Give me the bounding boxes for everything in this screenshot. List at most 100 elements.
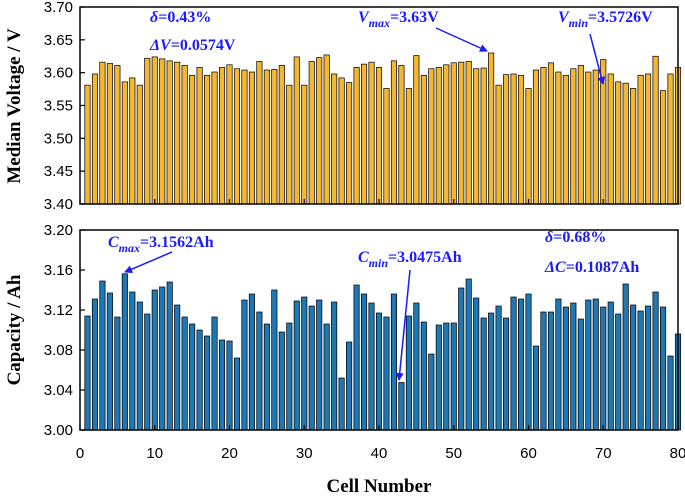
voltage-bar-19	[218, 67, 226, 205]
capacity-bar-60	[525, 293, 532, 431]
voltage-bar-33	[323, 54, 330, 205]
voltage-bar-50	[450, 62, 457, 205]
capacity-bar-25	[263, 323, 270, 431]
capacity-bar-58	[510, 296, 517, 431]
voltage-bar-6	[121, 81, 128, 205]
x-axis-title: Cell Number	[326, 476, 432, 497]
capacity-bar-26	[271, 289, 278, 431]
capacity-bar-55	[488, 312, 495, 431]
capacity-bar-12	[166, 281, 173, 431]
x-tick-label: 0	[76, 445, 84, 462]
capacity-y-tick-label: 3.04	[44, 382, 73, 399]
capacity-bar-77	[652, 291, 659, 431]
voltage-bar-63	[547, 62, 554, 205]
voltage-bar-52	[465, 61, 472, 205]
voltage-bar-69	[592, 69, 599, 205]
capacity-bar-38	[361, 293, 368, 431]
voltage-bar-36	[346, 82, 353, 205]
voltage-bar-34	[331, 73, 338, 205]
voltage-bar-49	[443, 64, 450, 205]
capacity-bar-9	[144, 313, 151, 431]
capacity-bar-16	[196, 329, 203, 431]
voltage-bar-75	[637, 74, 644, 205]
x-tick-label: 80	[670, 445, 685, 462]
capacity-bar-40	[375, 312, 383, 431]
capacity-bars	[84, 273, 682, 431]
voltage-bar-15	[189, 74, 196, 205]
voltage-bar-31	[308, 61, 315, 205]
voltage-bar-21	[233, 68, 241, 205]
capacity-bar-35	[338, 377, 345, 431]
voltage-bar-44	[405, 88, 412, 205]
x-axis-ticks: 0 10 20 30 40 50 60 70 80	[76, 445, 685, 462]
voltage-bar-43	[398, 65, 405, 205]
capacity-bar-13	[174, 304, 181, 431]
voltage-bar-14	[181, 65, 188, 205]
capacity-bar-24	[256, 311, 263, 431]
capacity-y-tick-label: 3.08	[44, 342, 73, 359]
voltage-bar-3	[99, 61, 106, 205]
capacity-bar-5	[114, 316, 121, 431]
voltage-bar-54	[480, 67, 487, 205]
voltage-bar-41	[383, 88, 390, 205]
voltage-bar-67	[577, 65, 584, 205]
capacity-bar-37	[353, 284, 360, 431]
vmax-annotation: Vmax=3.63V	[358, 9, 439, 30]
voltage-plot-frame	[79, 6, 679, 205]
x-tick-label: 40	[371, 445, 388, 462]
capacity-bar-59	[517, 298, 525, 431]
capacity-y-tick-label: 3.00	[44, 422, 73, 439]
x-tick-label: 30	[296, 445, 313, 462]
capacity-bar-21	[233, 357, 241, 431]
capacity-y-ticks: 3.00 3.04 3.08 3.12 3.16 3.20	[44, 222, 679, 439]
capacity-bar-18	[211, 316, 218, 431]
capacity-bar-28	[286, 322, 293, 431]
voltage-bar-51	[458, 61, 465, 205]
voltage-bar-47	[428, 68, 435, 205]
capacity-bar-70	[600, 306, 607, 431]
capacity-bar-15	[189, 323, 196, 431]
voltage-bar-70	[600, 59, 607, 205]
voltage-bar-62	[540, 67, 547, 205]
voltage-bar-48	[435, 67, 442, 205]
capacity-y-tick-label: 3.16	[44, 262, 73, 279]
voltage-bar-57	[503, 74, 510, 205]
capacity-bar-72	[615, 313, 622, 431]
capacity-bar-53	[473, 297, 480, 431]
capacity-bar-73	[622, 283, 629, 431]
voltage-bar-16	[196, 67, 203, 205]
capacity-bar-3	[99, 280, 106, 431]
voltage-bar-29	[293, 56, 300, 205]
voltage-bar-59	[517, 74, 525, 205]
capacity-bar-45	[413, 302, 420, 431]
voltage-bar-22	[241, 69, 248, 205]
voltage-delta-annotation: δ=0.43%	[150, 9, 211, 26]
voltage-bar-2	[91, 73, 98, 205]
capacity-bar-57	[503, 317, 510, 431]
voltage-y-ticks: 3.40 3.45 3.50 3.55 3.60 3.65 3.70	[44, 0, 679, 213]
capacity-bar-30	[301, 296, 308, 431]
voltage-bar-65	[562, 74, 569, 205]
voltage-bar-24	[256, 61, 263, 205]
capacity-bar-32	[316, 299, 323, 431]
voltage-bar-61	[532, 69, 540, 205]
voltage-bar-23	[248, 71, 255, 205]
voltage-y-tick-label: 3.55	[44, 98, 73, 115]
cmin-annotation: Cmin=3.0475Ah	[358, 249, 462, 270]
capacity-bar-36	[346, 341, 353, 431]
voltage-bar-71	[607, 73, 614, 205]
voltage-bar-25	[263, 69, 270, 205]
capacity-bar-62	[540, 311, 547, 431]
voltage-bar-18	[211, 71, 218, 205]
capacity-bar-10	[151, 289, 158, 431]
voltage-bar-4	[106, 63, 113, 205]
voltage-bar-7	[129, 77, 136, 205]
capacity-bar-22	[241, 299, 248, 431]
capacity-bar-8	[136, 301, 143, 431]
x-tick-label: 60	[520, 445, 537, 462]
voltage-bar-32	[316, 57, 323, 205]
cmax-arrow	[124, 251, 173, 273]
capacity-bar-14	[181, 316, 188, 431]
capacity-bar-67	[577, 318, 584, 431]
voltage-bar-20	[226, 64, 233, 205]
